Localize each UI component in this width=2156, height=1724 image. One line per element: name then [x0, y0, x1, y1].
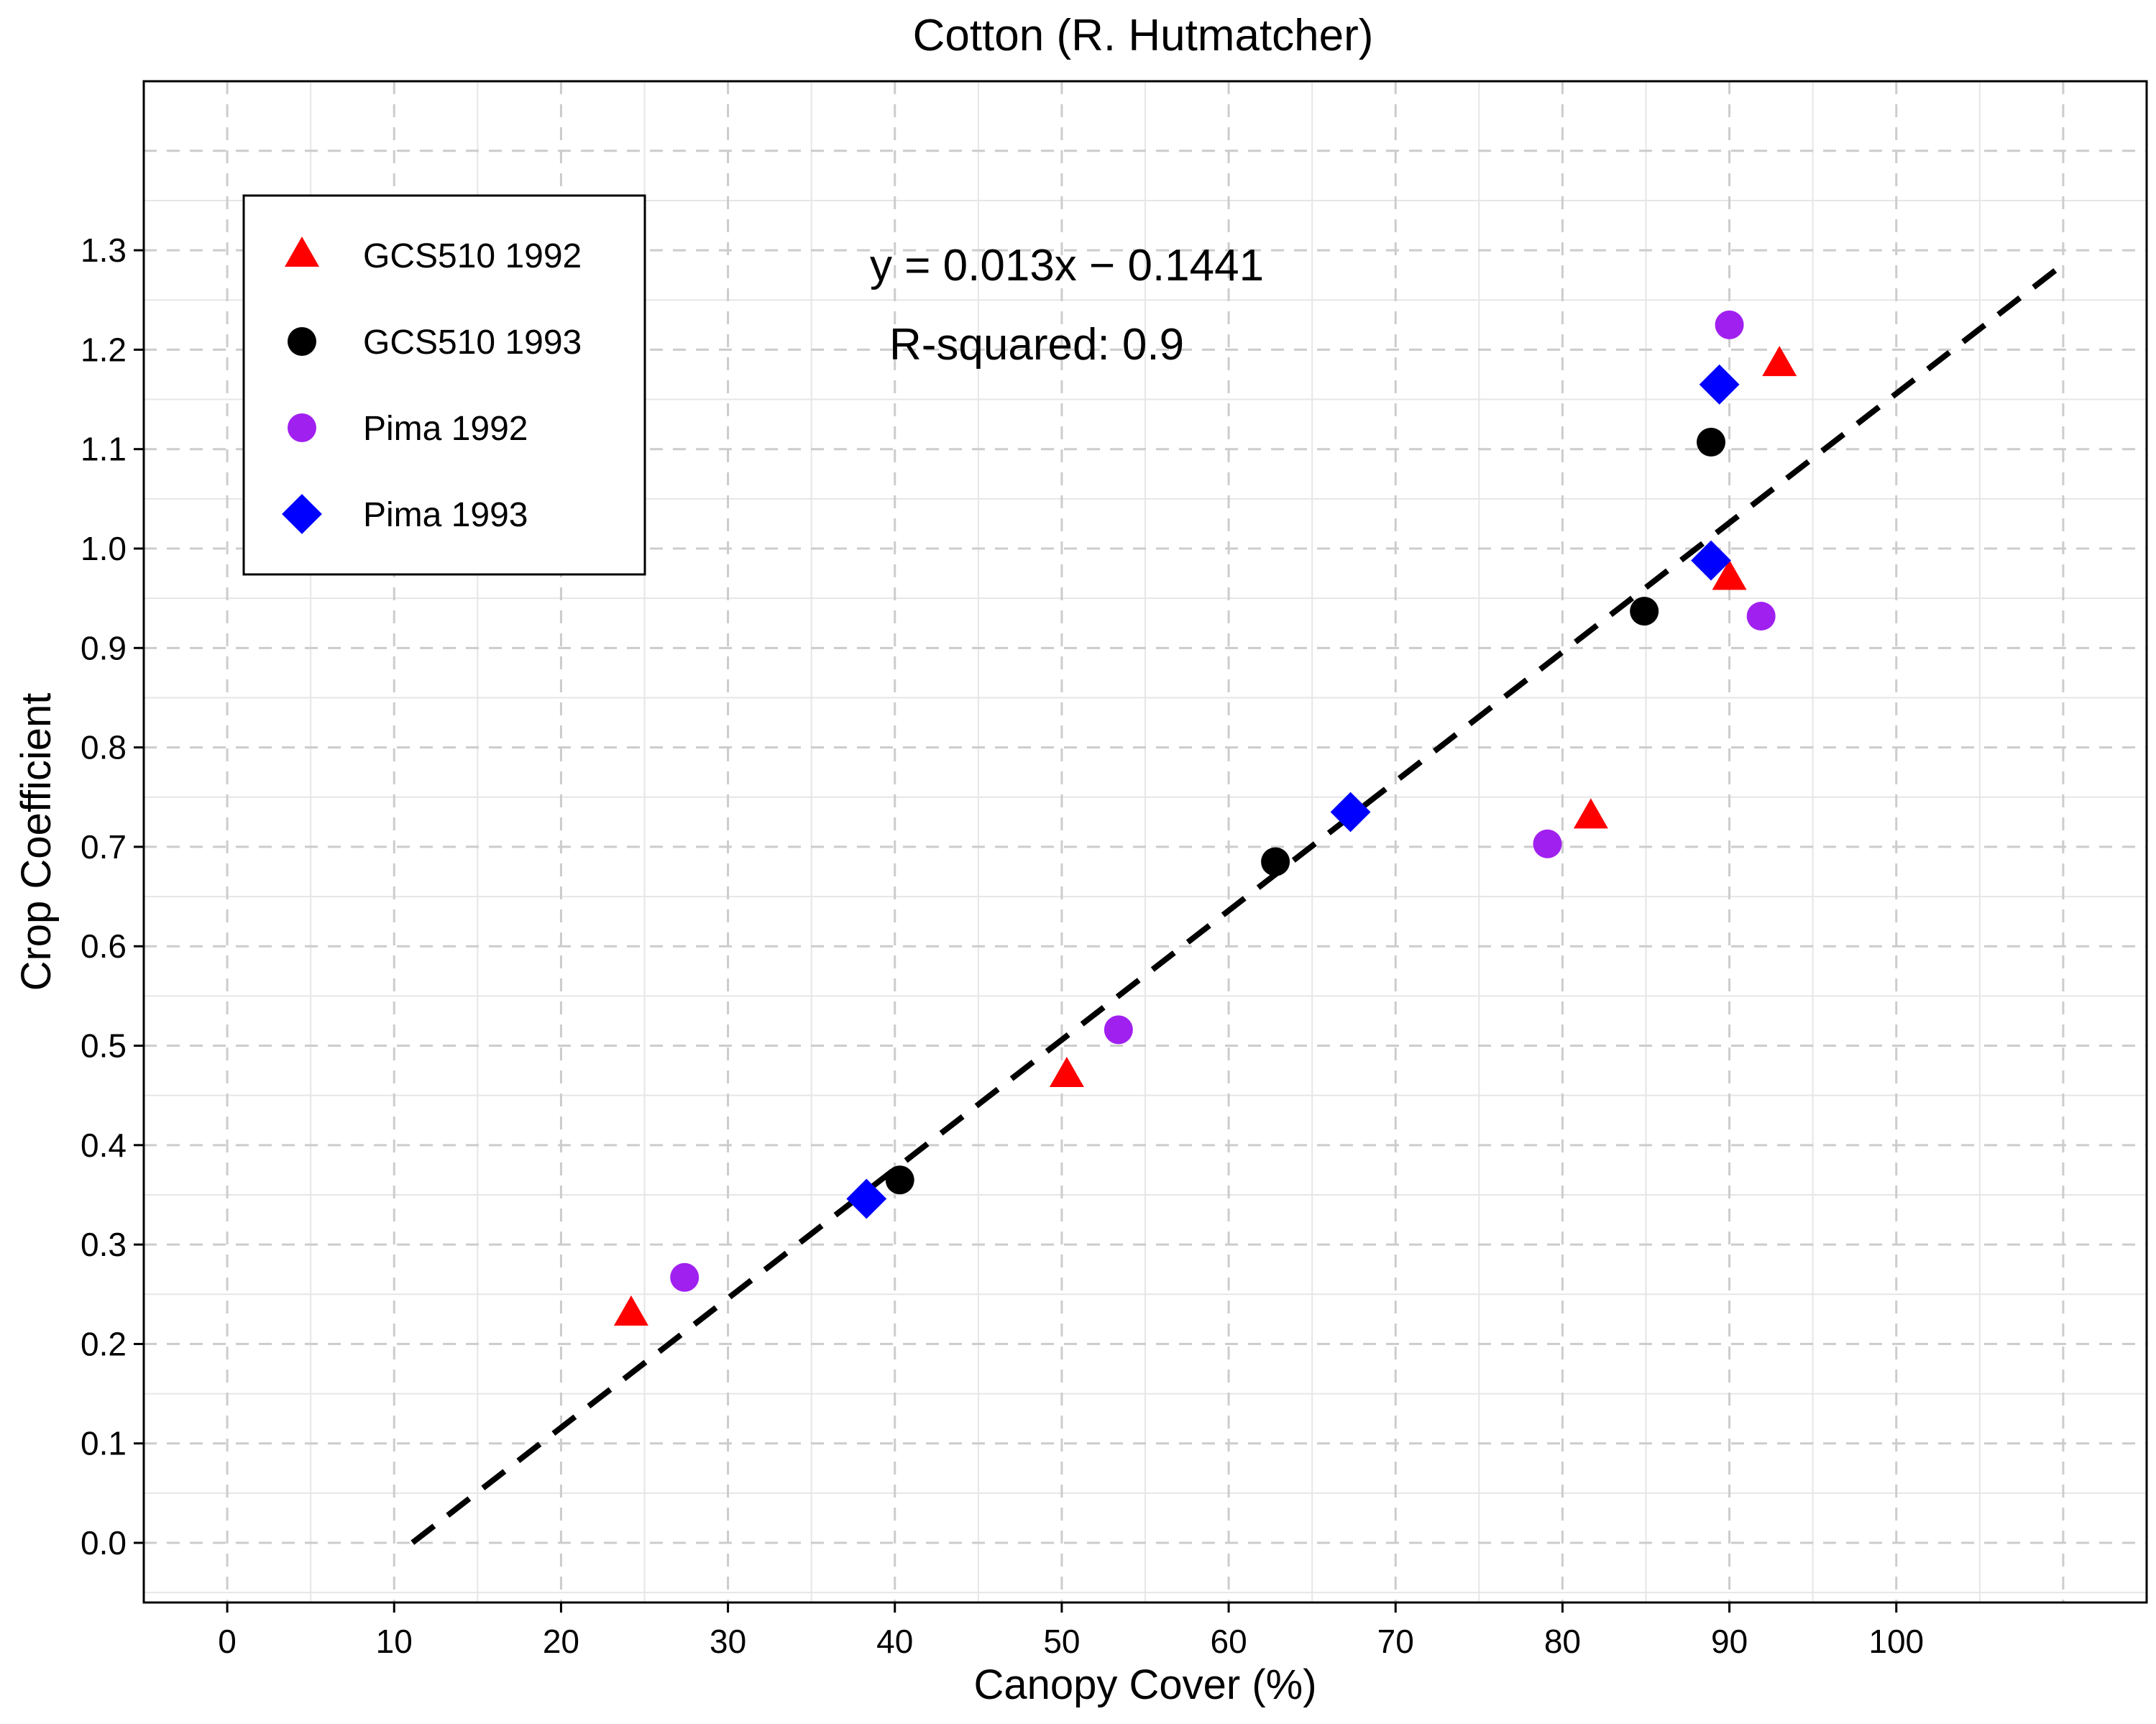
legend-item-gcs510-1992: GCS510 1992 — [285, 236, 582, 275]
point-pima-1993 — [1691, 540, 1731, 581]
trendline — [410, 262, 2065, 1545]
x-tick-label: 50 — [1043, 1623, 1080, 1660]
x-tick-label: 60 — [1210, 1623, 1247, 1660]
point-pima-1992 — [1715, 310, 1744, 339]
legend: GCS510 1992 GCS510 1993 Pima 1992 Pima 1993 — [242, 194, 646, 576]
y-tick-label: 1.2 — [81, 331, 127, 368]
plot-border — [142, 80, 2148, 1604]
r-squared-annotation: R-squared: 0.9 — [889, 320, 1184, 370]
x-tick-label: 70 — [1377, 1623, 1414, 1660]
legend-item-pima-1993: Pima 1993 — [282, 494, 528, 534]
y-tick-label: 0.5 — [81, 1027, 127, 1065]
legend-label: GCS510 1993 — [363, 324, 582, 362]
point-gcs510-1992 — [1762, 346, 1797, 377]
x-tick-label: 90 — [1711, 1623, 1748, 1660]
x-tick-label: 80 — [1544, 1623, 1581, 1660]
point-pima-1993 — [1699, 364, 1740, 405]
x-axis-ticks: 0 10 20 30 40 50 60 70 80 90 100 — [218, 1603, 1924, 1660]
legend-marker-circle — [288, 413, 316, 442]
y-tick-label: 1.0 — [81, 530, 127, 567]
x-tick-label: 20 — [543, 1623, 579, 1660]
point-pima-1992 — [1104, 1015, 1133, 1045]
y-tick-label: 0.2 — [81, 1325, 127, 1362]
legend-label: GCS510 1992 — [363, 237, 582, 275]
legend-label: Pima 1992 — [363, 410, 528, 448]
point-pima-1992 — [1533, 829, 1562, 858]
legend-label: Pima 1993 — [363, 496, 528, 534]
y-tick-label: 0.0 — [81, 1524, 127, 1562]
y-tick-label: 0.9 — [81, 629, 127, 666]
legend-marker-circle — [288, 327, 316, 356]
point-gcs510-1993 — [885, 1165, 914, 1195]
y-tick-label: 0.8 — [81, 729, 127, 766]
point-gcs510-1993 — [1630, 597, 1659, 626]
y-tick-label: 0.3 — [81, 1226, 127, 1263]
y-axis-ticks: 0.0 0.1 0.2 0.3 0.4 0.5 0.6 0.7 0.8 0.9 1.0 1.1 1.2 1… — [81, 231, 144, 1562]
y-tick-label: 1.3 — [81, 231, 127, 269]
y-tick-label: 0.1 — [81, 1425, 127, 1462]
legend-item-gcs510-1993: GCS510 1993 — [288, 324, 582, 362]
legend-item-pima-1992: Pima 1992 — [288, 410, 528, 448]
x-axis-label: Canopy Cover (%) — [973, 1661, 1316, 1708]
x-tick-label: 10 — [376, 1623, 413, 1660]
legend-marker-diamond — [282, 494, 322, 534]
legend-marker-triangle — [285, 236, 319, 267]
x-tick-label: 40 — [876, 1623, 913, 1660]
data-points — [613, 310, 1797, 1326]
y-tick-label: 0.4 — [81, 1127, 127, 1164]
y-axis-label: Crop Coefficient — [13, 693, 60, 991]
point-pima-1993 — [846, 1178, 887, 1219]
x-tick-label: 100 — [1868, 1623, 1924, 1660]
point-gcs510-1993 — [1697, 428, 1726, 457]
equation-annotation: y = 0.013x − 0.1441 — [870, 241, 1264, 290]
point-gcs510-1992 — [1049, 1056, 1084, 1087]
point-pima-1992 — [670, 1262, 699, 1292]
x-tick-label: 0 — [218, 1623, 237, 1660]
y-tick-label: 0.6 — [81, 927, 127, 965]
x-tick-label: 30 — [710, 1623, 746, 1660]
point-gcs510-1992 — [1712, 559, 1747, 590]
point-gcs510-1993 — [1261, 847, 1290, 876]
y-tick-label: 1.1 — [81, 431, 127, 468]
point-pima-1993 — [1330, 792, 1371, 833]
point-gcs510-1992 — [1573, 798, 1608, 829]
chart-title: Cotton (R. Hutmatcher) — [913, 11, 1374, 60]
point-gcs510-1992 — [613, 1295, 648, 1326]
point-pima-1992 — [1746, 602, 1776, 631]
y-tick-label: 0.7 — [81, 828, 127, 866]
